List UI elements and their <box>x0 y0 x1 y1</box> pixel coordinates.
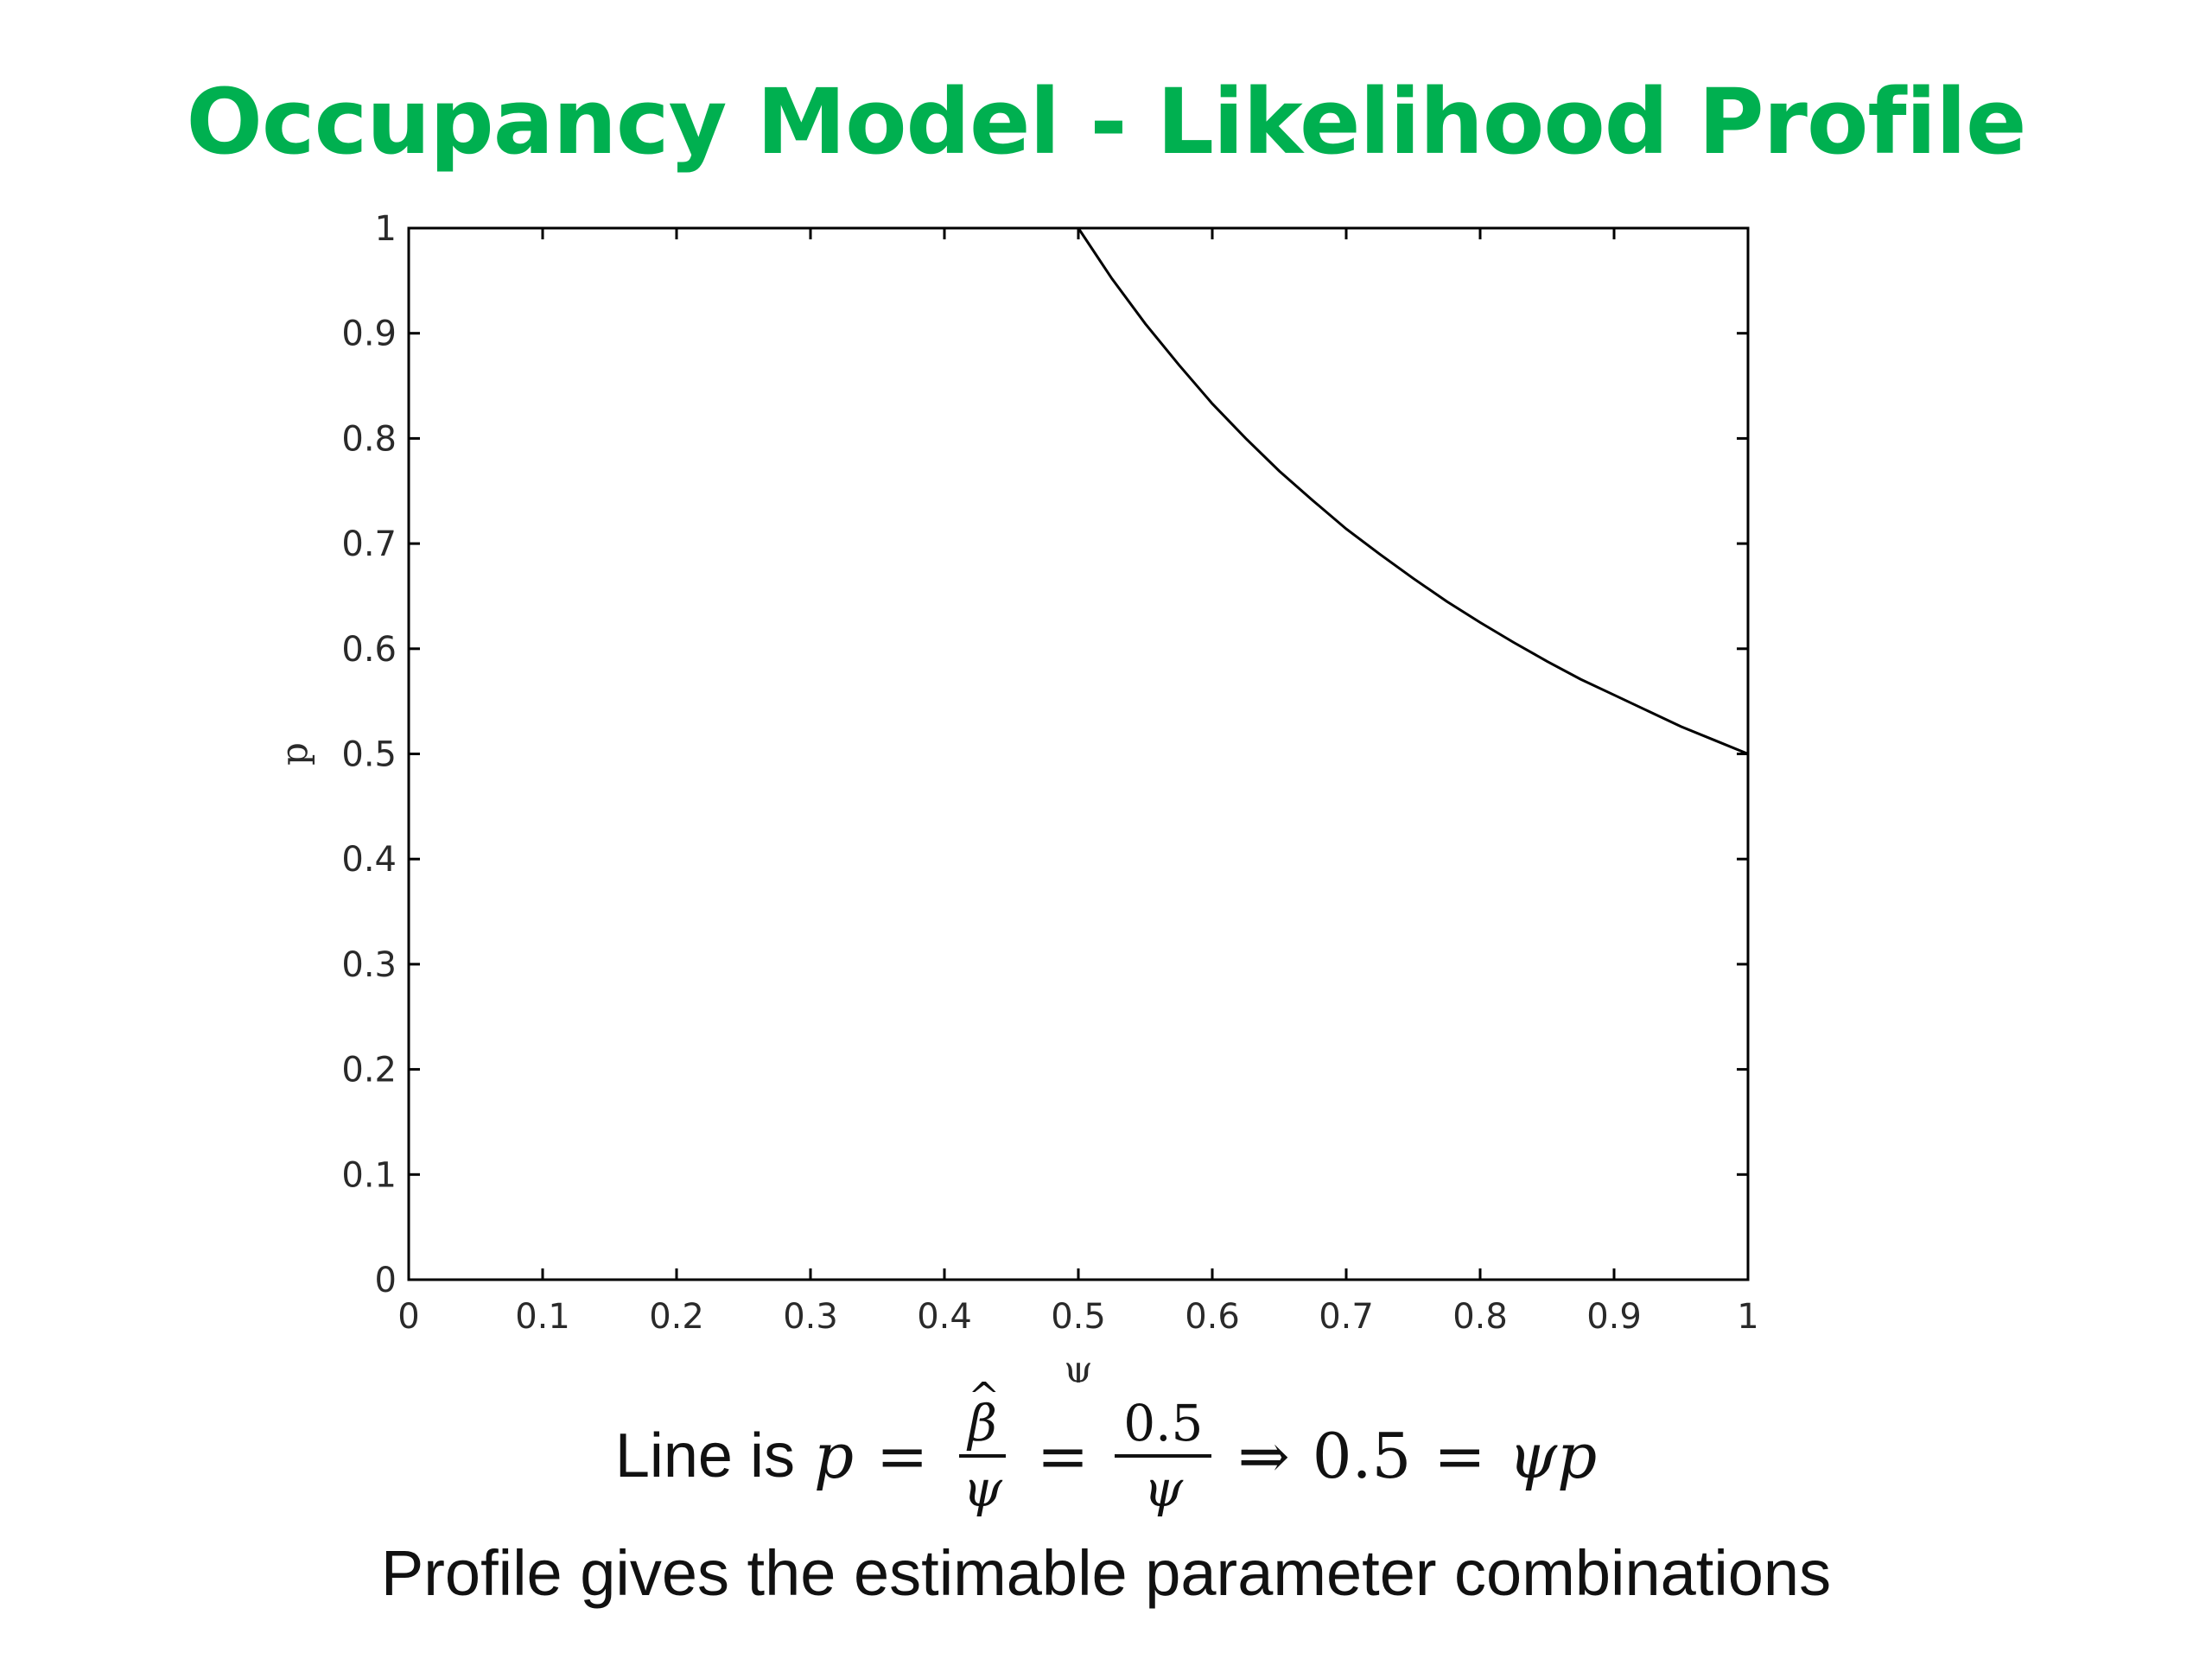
psi-denominator: ψ <box>963 1459 1002 1518</box>
x-tick-label: 0.4 <box>917 1297 972 1337</box>
x-tick-label: 0 <box>397 1297 419 1337</box>
x-tick-label: 0.8 <box>1452 1297 1508 1337</box>
equals-sign-3: = <box>1433 1420 1486 1492</box>
x-tick-label: 0.1 <box>515 1297 570 1337</box>
half-numerator: 0.5 <box>1115 1392 1212 1458</box>
x-tick-label: 0.5 <box>1051 1297 1106 1337</box>
series-layer <box>1077 227 1749 755</box>
slide-caption: Profile gives the estimable parameter co… <box>380 1537 1832 1609</box>
likelihood-profile-chart: 0 0.1 0.2 0.3 0.4 0.5 0.6 0.7 0.8 0.9 1 0 0.1 0.2 0.3 0… <box>273 209 1759 1382</box>
beta-hat: ^ β <box>968 1375 1000 1454</box>
implies-arrow: ⇒ <box>1237 1420 1290 1492</box>
equation-prefix: Line is <box>614 1421 795 1491</box>
y-tick-label: 0.3 <box>341 945 397 985</box>
slide-title: Occupancy Model - Likelihood Profile <box>186 69 2027 175</box>
equation: Line is p = ^ β ψ = 0.5 ψ ⇒ 0.5 = ψp <box>0 1375 2212 1534</box>
y-tick-label: 0.1 <box>341 1155 397 1195</box>
axis-tick-labels: 0 0.1 0.2 0.3 0.4 0.5 0.6 0.7 0.8 0.9 1 0 0.1 0.2 0.3 0… <box>341 209 1758 1337</box>
y-tick-label: 0.2 <box>341 1051 397 1090</box>
y-tick-label: 0 <box>375 1261 397 1300</box>
series-line <box>1077 227 1749 755</box>
psi-denominator-2: ψ <box>1143 1459 1184 1518</box>
y-tick-label: 0.7 <box>341 524 397 564</box>
hat-accent: ^ <box>968 1375 1001 1419</box>
x-tick-label: 1 <box>1737 1297 1758 1337</box>
axis-ticks <box>407 226 1750 1281</box>
half-value: 0.5 <box>1312 1420 1412 1492</box>
x-tick-label: 0.7 <box>1319 1297 1374 1337</box>
y-tick-label: 0.6 <box>341 630 397 670</box>
y-tick-label: 0.9 <box>341 315 397 354</box>
half-over-psi-fraction: 0.5 ψ <box>1115 1392 1212 1520</box>
y-axis-label: p <box>273 742 315 766</box>
equals-sign: = <box>876 1420 929 1492</box>
plot-frame <box>407 226 1750 1281</box>
y-tick-label: 0.8 <box>341 419 397 459</box>
x-tick-label: 0.3 <box>783 1297 838 1337</box>
x-tick-label: 0.6 <box>1185 1297 1240 1337</box>
equation-p: p <box>813 1420 855 1492</box>
x-axis-label: ψ <box>1065 1348 1093 1382</box>
equals-sign-2: = <box>1036 1420 1090 1492</box>
y-tick-label: 0.4 <box>341 840 397 880</box>
y-tick-label: 0.5 <box>341 735 397 775</box>
psi-p-product: ψp <box>1508 1420 1598 1492</box>
beta-over-psi-fraction: ^ β ψ <box>954 1375 1010 1520</box>
x-tick-label: 0.9 <box>1586 1297 1642 1337</box>
x-tick-label: 0.2 <box>649 1297 704 1337</box>
y-tick-label: 1 <box>375 209 397 249</box>
beta-symbol: β <box>968 1394 997 1452</box>
